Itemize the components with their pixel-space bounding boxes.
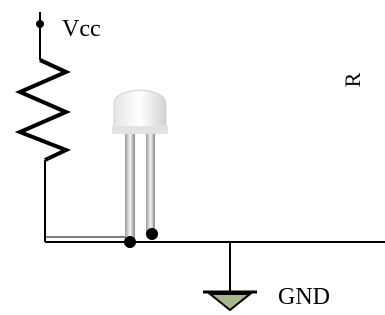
ground-label: GND [278,284,330,310]
resistor-label: R [340,72,365,87]
led-body [114,90,166,132]
led-rim [112,126,168,134]
junction [146,228,158,240]
led-leg [146,130,155,234]
supply-label: Vcc [62,16,101,42]
ground-triangle [210,294,250,310]
supply-node [36,20,44,28]
circuit-diagram: Vcc R GND [0,0,385,315]
junction [124,236,136,248]
resistor [20,60,66,160]
page: {"labels": {"supply": "Vcc", "resistor":… [0,0,385,315]
led-leg [125,130,135,242]
